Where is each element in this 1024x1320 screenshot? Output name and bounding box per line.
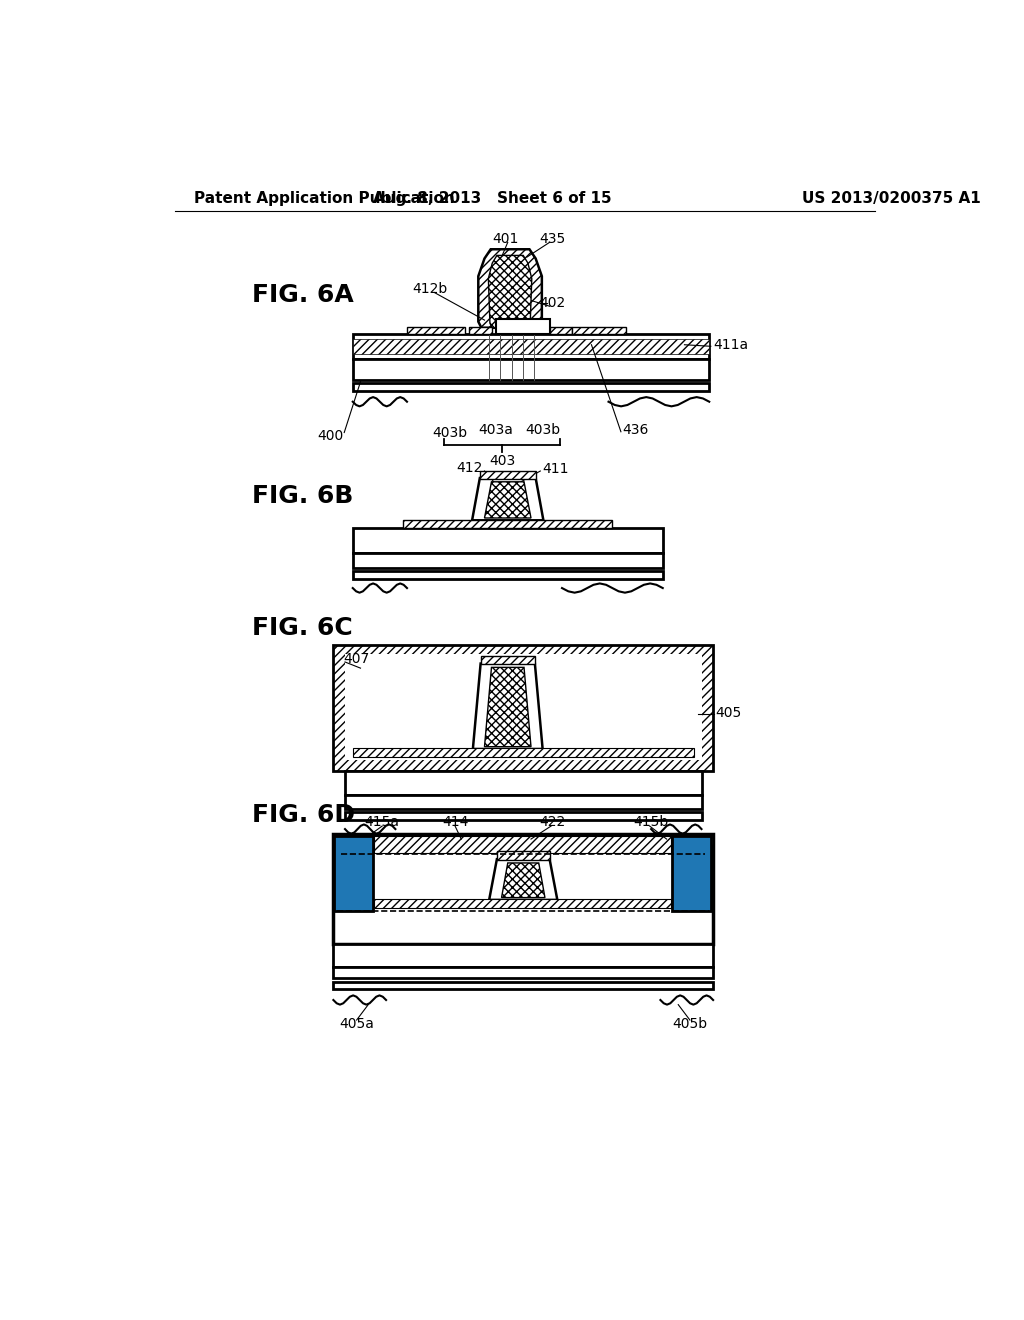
Text: 400: 400 bbox=[317, 429, 343, 442]
Polygon shape bbox=[480, 656, 535, 664]
Text: 435: 435 bbox=[540, 232, 566, 247]
Polygon shape bbox=[489, 859, 557, 900]
Text: 415a: 415a bbox=[365, 816, 399, 829]
Bar bbox=[407, 327, 465, 334]
Bar bbox=[352, 339, 710, 354]
Text: US 2013/0200375 A1: US 2013/0200375 A1 bbox=[802, 191, 981, 206]
Polygon shape bbox=[484, 482, 531, 517]
Polygon shape bbox=[484, 668, 531, 747]
Bar bbox=[374, 899, 672, 908]
Polygon shape bbox=[502, 863, 545, 898]
Bar bbox=[374, 836, 672, 853]
Text: 415b: 415b bbox=[634, 816, 669, 829]
Bar bbox=[345, 771, 701, 795]
Bar bbox=[334, 982, 713, 989]
Polygon shape bbox=[472, 478, 544, 520]
Bar bbox=[352, 553, 663, 568]
Text: FIG. 6B: FIG. 6B bbox=[252, 483, 353, 508]
Text: Aug. 8, 2013   Sheet 6 of 15: Aug. 8, 2013 Sheet 6 of 15 bbox=[373, 191, 611, 206]
Text: 402: 402 bbox=[540, 296, 566, 310]
Text: 403: 403 bbox=[489, 454, 515, 469]
Bar bbox=[352, 528, 663, 553]
Bar bbox=[496, 318, 550, 334]
Bar bbox=[345, 655, 701, 760]
Bar bbox=[352, 334, 710, 359]
Bar bbox=[345, 812, 701, 820]
Text: 414: 414 bbox=[442, 816, 468, 829]
Bar bbox=[334, 966, 713, 978]
Bar bbox=[335, 836, 712, 843]
Polygon shape bbox=[480, 471, 536, 479]
Text: FIG. 6A: FIG. 6A bbox=[252, 284, 353, 308]
Text: 412: 412 bbox=[457, 461, 483, 475]
Text: 405b: 405b bbox=[673, 1016, 708, 1031]
Text: 405: 405 bbox=[716, 706, 741, 719]
Polygon shape bbox=[497, 851, 550, 859]
Text: Patent Application Publication: Patent Application Publication bbox=[194, 191, 455, 206]
Bar bbox=[572, 327, 627, 334]
Bar bbox=[334, 645, 713, 771]
Bar bbox=[352, 572, 663, 579]
Text: 403b: 403b bbox=[432, 425, 467, 440]
Text: 403b: 403b bbox=[525, 424, 560, 437]
Text: 411a: 411a bbox=[713, 338, 749, 351]
Bar bbox=[403, 520, 612, 528]
Bar bbox=[345, 795, 701, 809]
Text: 436: 436 bbox=[623, 424, 649, 437]
Polygon shape bbox=[478, 249, 542, 327]
Bar bbox=[469, 327, 493, 334]
Bar bbox=[334, 944, 713, 966]
Text: 411: 411 bbox=[543, 462, 569, 475]
Bar bbox=[334, 834, 713, 944]
Bar bbox=[335, 836, 372, 911]
Text: 401: 401 bbox=[493, 232, 518, 247]
Text: 407: 407 bbox=[343, 652, 370, 665]
Text: 412b: 412b bbox=[413, 282, 447, 296]
Bar bbox=[673, 836, 710, 911]
Polygon shape bbox=[488, 256, 531, 327]
Bar bbox=[352, 383, 710, 391]
Text: 403a: 403a bbox=[478, 424, 514, 437]
Bar bbox=[672, 836, 711, 911]
Text: 405a: 405a bbox=[339, 1016, 374, 1031]
Text: FIG. 6D: FIG. 6D bbox=[252, 803, 355, 828]
Text: 422: 422 bbox=[540, 816, 566, 829]
Bar bbox=[334, 836, 373, 911]
Bar bbox=[352, 748, 693, 758]
Text: FIG. 6C: FIG. 6C bbox=[252, 616, 352, 640]
Bar bbox=[352, 359, 710, 380]
Bar bbox=[550, 327, 572, 334]
Polygon shape bbox=[473, 664, 543, 748]
